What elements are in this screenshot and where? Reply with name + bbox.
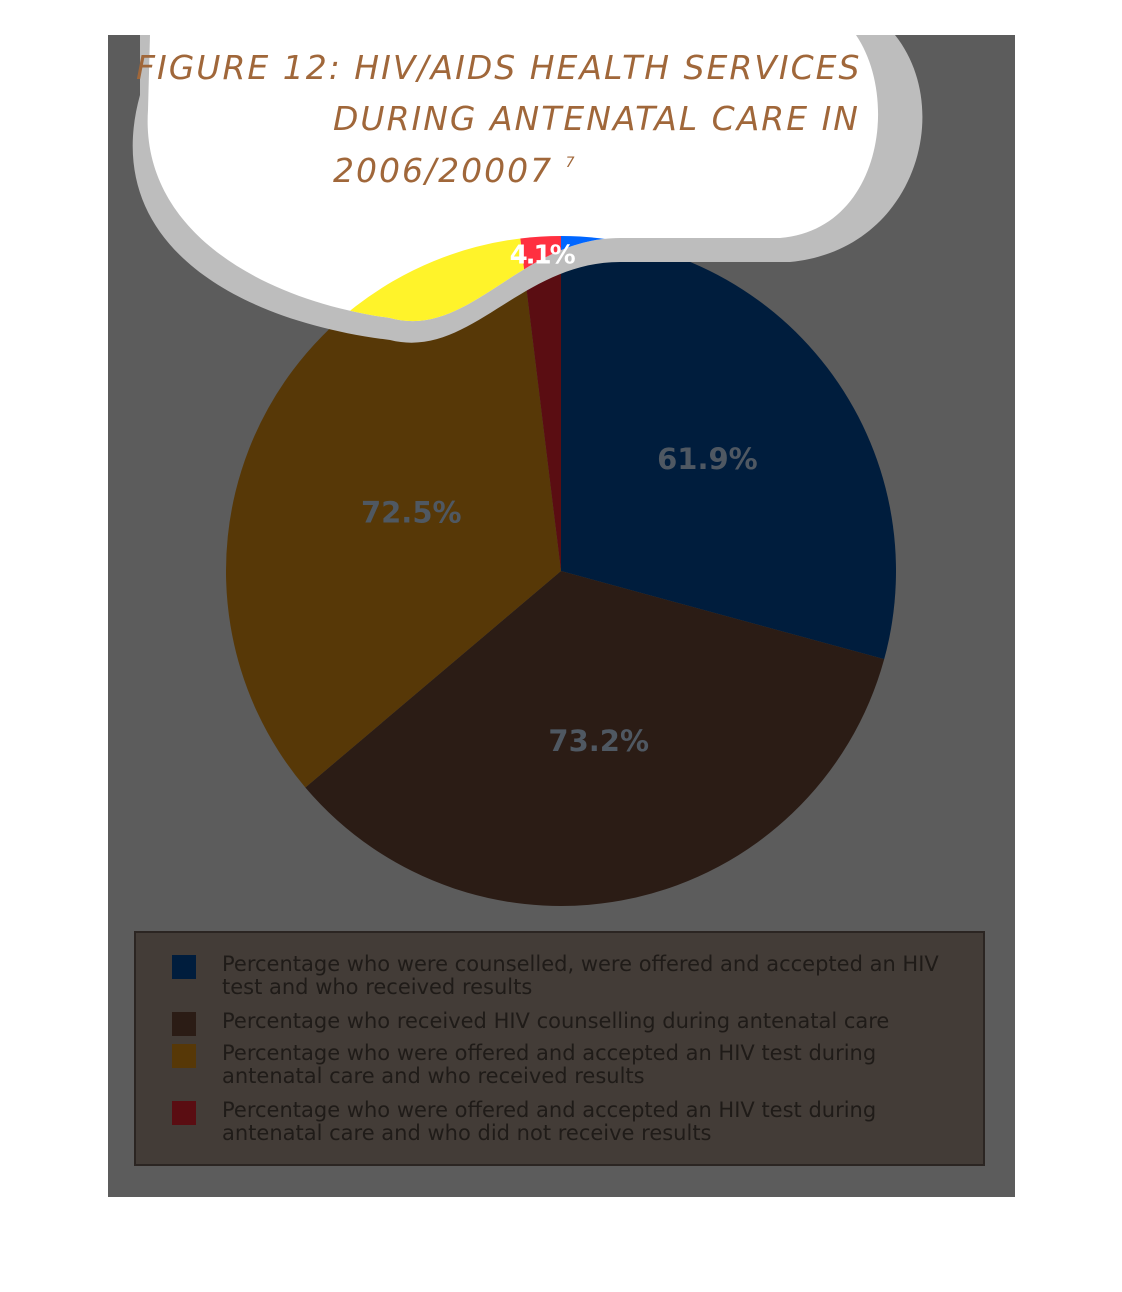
chart-title-line-3: 2006/20007 7	[333, 154, 577, 187]
pie-slice-counselled-tested-received	[561, 236, 896, 660]
spotlight-center	[147, 35, 879, 322]
chart-title-line-1: FIGURE 12: HIV/AIDS HEALTH SERVICES	[136, 48, 862, 87]
legend-label: Percentage who were offered and accepted…	[222, 1041, 877, 1088]
chart-legend: Percentage who were counselled, were off…	[134, 931, 985, 1166]
chart-title-year: 2006/20007	[333, 151, 554, 190]
pie-slice-tested-received	[226, 238, 562, 788]
data-label-counselled: 73.2%	[548, 724, 649, 758]
data-label-counselled-tested-received: 61.9%	[657, 442, 758, 476]
legend-label: Percentage who were counselled, were off…	[222, 952, 939, 999]
pie-slice-counselled	[305, 571, 885, 907]
chart-title-line-2: DURING ANTENATAL CARE IN	[333, 99, 860, 138]
data-label-tested-received: 72.5%	[361, 495, 462, 529]
legend-swatch	[172, 1101, 196, 1125]
legend-swatch	[172, 1012, 196, 1036]
legend-label: Percentage who were offered and accepted…	[222, 1098, 877, 1145]
legend-swatch	[172, 1044, 196, 1068]
pie-slice-tested-not-received	[520, 236, 561, 571]
data-label-tested-not-received: 4.1%	[510, 240, 576, 270]
legend-swatch	[172, 955, 196, 979]
title-footnote-marker: 7	[565, 155, 577, 171]
spotlight-overlay	[132, 35, 923, 343]
legend-label: Percentage who received HIV counselling …	[222, 1009, 890, 1033]
